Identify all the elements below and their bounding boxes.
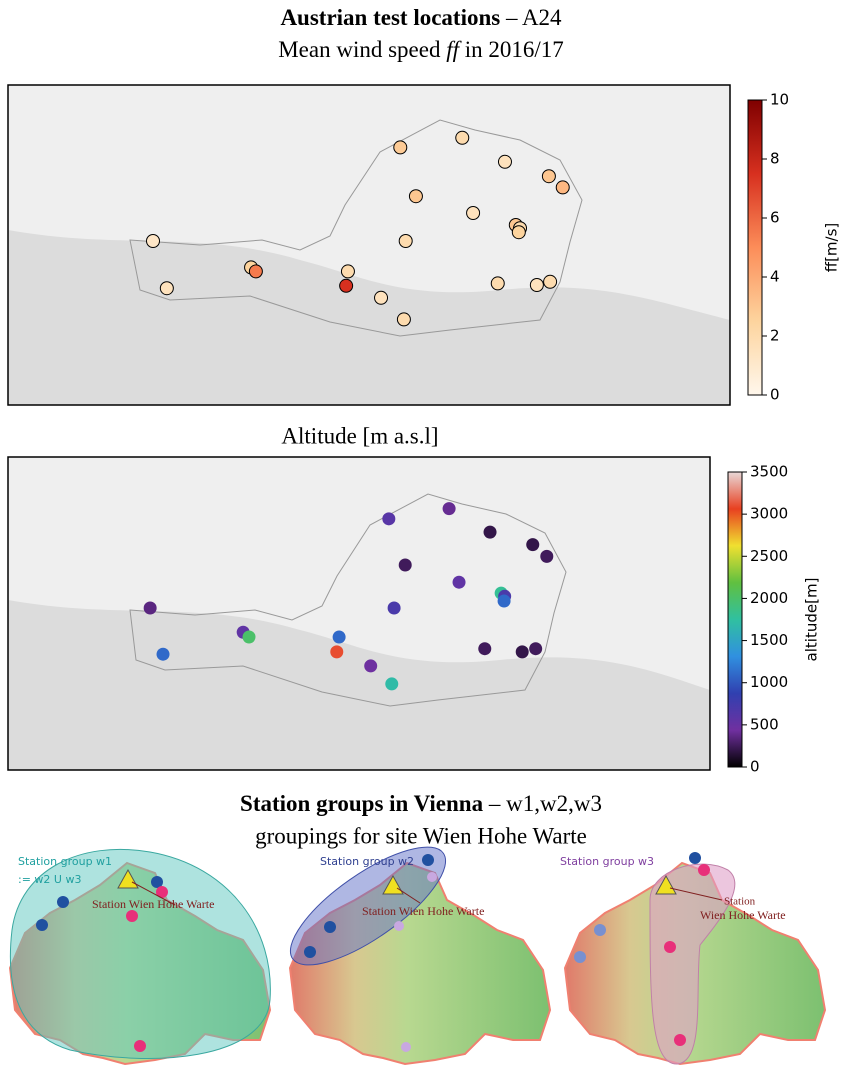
colorbar-tick-label: 0 (770, 386, 780, 404)
colorbar-tick-label: 3000 (750, 505, 788, 523)
vienna-panel: Station group w3 Station Wien Hohe Warte (560, 852, 825, 1064)
colorbar-tick-label: 1500 (750, 631, 788, 649)
station-marker (443, 502, 456, 515)
colorbar-tick-label: 4 (770, 268, 780, 286)
group-label: Station group w1 (18, 855, 112, 868)
station-marker (530, 279, 543, 292)
station-marker (456, 131, 469, 144)
station-marker (399, 235, 412, 248)
vienna-title-bold: Station groups in Vienna (240, 791, 484, 816)
station-marker (491, 277, 504, 290)
vienna-panel: Station group w1 := w2 U w3 Station Wien… (10, 849, 270, 1064)
station-marker (397, 313, 410, 326)
station-marker (529, 642, 542, 655)
colorbar-tick-label: 6 (770, 209, 780, 227)
station-marker (160, 282, 173, 295)
vienna-panel: Station group w2 Station Wien Hohe Warte (274, 827, 550, 1064)
subtitle-symbol: ff (446, 37, 462, 62)
vienna-subtitle: groupings for site Wien Hohe Warte (255, 823, 587, 848)
station-marker (484, 526, 497, 539)
colorbar-tick-label: 1000 (750, 673, 788, 691)
station-marker (394, 141, 407, 154)
site-label: Station Wien Hohe Warte (92, 897, 214, 911)
station-marker (453, 576, 466, 589)
map-title: Altitude [m a.s.l] (281, 423, 438, 448)
station-marker (341, 265, 354, 278)
station-marker (330, 645, 343, 658)
colorbar-tick-label: 10 (770, 91, 789, 109)
station-marker (340, 279, 353, 292)
colorbar-tick-label: 8 (770, 150, 780, 168)
station-marker (375, 291, 388, 304)
colorbar-tick-label: 2 (770, 327, 780, 345)
colorbar-label: ff[m/s] (823, 223, 841, 273)
map-background (8, 457, 710, 770)
station-marker (556, 181, 569, 194)
station-marker (147, 235, 160, 248)
group-label: Station group w2 (320, 855, 414, 868)
colorbar-tick-label: 3500 (750, 463, 788, 481)
map-background (8, 85, 730, 405)
station-marker (333, 630, 346, 643)
station-marker (512, 226, 525, 239)
colorbar-tick-label: 2500 (750, 547, 788, 565)
station-marker (388, 602, 401, 615)
colorbar (748, 100, 762, 395)
station-marker (540, 550, 553, 563)
station-marker (544, 275, 557, 288)
colorbar-tick-label: 2000 (750, 589, 788, 607)
site-label: Station (724, 896, 756, 908)
subtitle: Mean wind speed ff in 2016/17 (278, 37, 564, 62)
station-marker (249, 265, 262, 278)
colorbar-label: altitude[m] (803, 578, 821, 662)
site-label: Station Wien Hohe Warte (362, 904, 484, 918)
vienna-title: Station groups in Vienna – w1,w2,w3 (240, 791, 602, 816)
station-marker (409, 190, 422, 203)
station-marker (399, 558, 412, 571)
station-marker (364, 659, 377, 672)
colorbar (728, 472, 742, 767)
station-marker (157, 648, 170, 661)
station-marker (478, 642, 491, 655)
subtitle-text: Mean wind speed (278, 37, 441, 62)
vienna-title-rest: – w1,w2,w3 (488, 791, 602, 816)
station-marker (498, 155, 511, 168)
station-marker (385, 677, 398, 690)
title-bold: Austrian test locations (280, 5, 500, 30)
station-marker (498, 594, 511, 607)
subtitle-rest: in 2016/17 (465, 37, 564, 62)
site-label: Wien Hohe Warte (700, 908, 786, 922)
station-marker (382, 512, 395, 525)
figure: Austrian test locations – A24 Mean wind … (0, 0, 843, 1068)
page: Austrian test locations – A24 Mean wind … (0, 0, 843, 1068)
station-marker (542, 170, 555, 183)
station-marker (243, 630, 256, 643)
title-rest: – A24 (505, 5, 562, 30)
group-label: Station group w3 (560, 855, 654, 868)
title: Austrian test locations – A24 (280, 5, 562, 30)
station-marker (526, 538, 539, 551)
station-marker (467, 207, 480, 220)
group-definition: := w2 U w3 (18, 873, 81, 886)
station-marker (144, 602, 157, 615)
colorbar-tick-label: 500 (750, 715, 779, 733)
station-marker (516, 645, 529, 658)
colorbar-tick-label: 0 (750, 758, 760, 776)
